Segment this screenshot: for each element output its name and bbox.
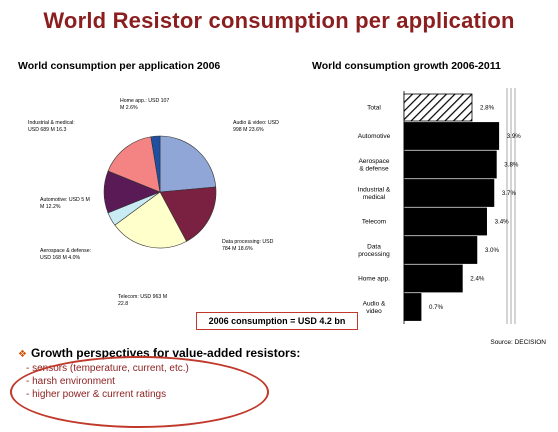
bar-category-label: Telecom	[362, 219, 386, 226]
bar-value-label: 3.9%	[507, 133, 522, 140]
bar	[403, 207, 487, 236]
bar-value-label: 3.4%	[495, 219, 510, 226]
source-note: Source: DECISION	[490, 339, 546, 345]
bar-category-label: Automotive	[358, 133, 391, 140]
bar-category-label: Home app.	[358, 276, 390, 283]
bar-value-label: 0.7%	[429, 304, 444, 311]
pie-slice-label: Audio & video: USD 998 M 23.6%	[233, 120, 279, 133]
consumption-box: 2006 consumption = USD 4.2 bn	[196, 312, 358, 330]
pie-slice	[114, 191, 187, 249]
bar	[403, 122, 500, 150]
bar	[403, 93, 473, 122]
pie-slice-label: Telecom: USD 963 M 22.8	[118, 294, 167, 307]
bar-value-label: 3.8%	[504, 162, 519, 169]
pie-slice	[107, 136, 161, 193]
growth-heading: ❖ Growth perspectives for value-added res…	[18, 346, 300, 360]
pie-slice	[159, 135, 217, 193]
pie-slice	[159, 186, 217, 242]
diamond-bullet-icon: ❖	[18, 349, 27, 360]
bar-chart: Total 2.8% Automotive 3.9% Aerospace & defens…	[300, 70, 558, 346]
growth-heading-text: Growth perspectives for value-added resi…	[30, 346, 301, 360]
bar-value-label: 3.0%	[485, 247, 500, 254]
bar-category-label: Industrial & medical	[358, 186, 391, 201]
page-title: World Resistor consumption per applicati…	[43, 8, 515, 33]
bar-category-label: Audio & video	[363, 300, 386, 315]
highlight-oval	[10, 356, 269, 428]
bar-chart-title: World consumption growth 2006-2011	[312, 60, 501, 72]
bar-category-label: Data processing	[358, 243, 390, 258]
bar-category-label: Total	[367, 105, 381, 112]
bar-category-label: Aerospace & defense	[358, 158, 389, 173]
bar-value-label: 2.4%	[470, 276, 485, 283]
pie-slice	[150, 135, 161, 193]
pie-slice-label: Home app.: USD 107 M 2.6%	[120, 98, 169, 111]
pie-chart-title: World consumption per application 2006	[18, 60, 221, 72]
bar-value-label: 3.7%	[502, 190, 517, 197]
pie-chart: Audio & video: USD 998 M 23.6% Data proces…	[0, 70, 300, 345]
bar	[403, 264, 463, 293]
bar	[403, 293, 422, 321]
bar	[403, 150, 497, 179]
pie-slice-label: Aerospace & defense: USD 168 M 4.0%	[40, 248, 91, 261]
pie-slice-label: Data processing: USD 784 M 18.6%	[222, 239, 274, 252]
pie-slice-label: Industrial & medical: USD 689 M 16.3	[28, 120, 75, 133]
bar	[403, 179, 495, 207]
bar-value-label: 2.8%	[480, 105, 495, 112]
bar	[403, 236, 478, 264]
